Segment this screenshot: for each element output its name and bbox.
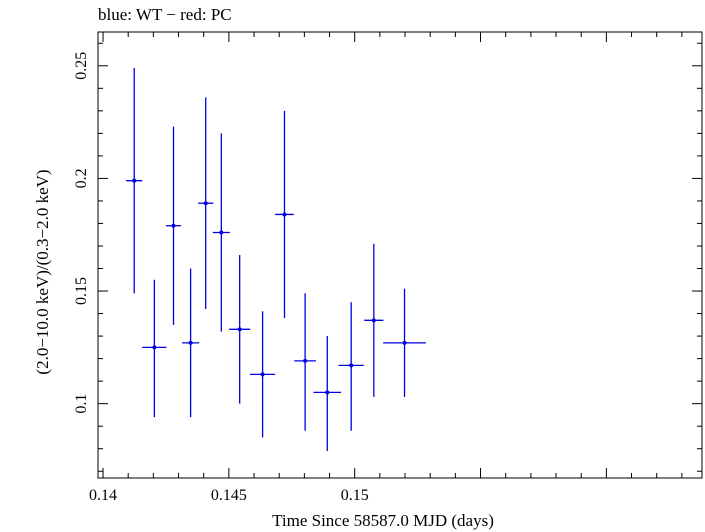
data-point [275, 110, 294, 319]
data-marker [282, 212, 287, 217]
axis-ticks: 0.14 0.145 0.15 0.1 0.15 0.2 0.25 [73, 32, 702, 504]
data-point [250, 311, 276, 438]
data-point [294, 293, 316, 431]
data-point [383, 288, 426, 397]
y-tick-label: 0.25 [73, 52, 90, 80]
data-point [165, 126, 182, 325]
data-marker [260, 372, 265, 377]
data-marker [303, 358, 308, 363]
data-marker [132, 178, 137, 183]
data-point [364, 243, 384, 397]
data-marker [219, 230, 224, 235]
data-point [126, 68, 143, 294]
y-tick-label: 0.2 [73, 168, 90, 188]
x-tick-label: 0.145 [211, 487, 247, 504]
data-point [313, 336, 342, 451]
plot-frame [97, 31, 703, 479]
data-marker [152, 345, 157, 350]
data-marker [371, 318, 376, 323]
data-point [182, 268, 200, 418]
data-marker [171, 223, 176, 228]
data-marker [203, 201, 208, 206]
y-tick-label: 0.15 [73, 277, 90, 305]
data-point [212, 133, 230, 332]
data-point [229, 255, 251, 404]
data-marker [188, 340, 193, 345]
data-point [142, 279, 167, 418]
x-tick-label: 0.14 [89, 487, 117, 504]
data-point [338, 302, 364, 431]
data-marker [402, 340, 407, 345]
data-marker [349, 363, 354, 368]
data-marker [325, 390, 330, 395]
x-tick-label: 0.15 [341, 487, 369, 504]
data-marker [237, 327, 242, 332]
data-marks [126, 68, 426, 451]
data-point [198, 97, 214, 310]
chart-title: blue: WT − red: PC [98, 5, 232, 24]
y-tick-label: 0.1 [73, 394, 90, 414]
x-axis-label: Time Since 58587.0 MJD (days) [272, 511, 494, 530]
y-axis-label: (2.0−10.0 keV)/(0.3−2.0 keV) [33, 169, 52, 374]
